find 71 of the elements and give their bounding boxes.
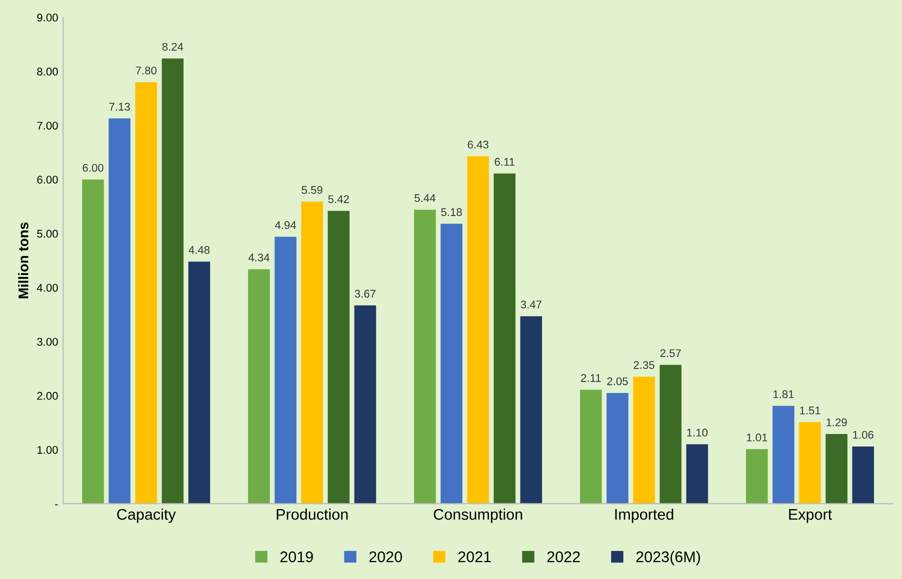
bar bbox=[686, 444, 708, 504]
y-tick-label: - bbox=[55, 504, 58, 506]
legend-label: 2023(6M) bbox=[636, 551, 700, 566]
data-label: 5.42 bbox=[328, 195, 349, 204]
x-tick-label: Imported bbox=[615, 508, 674, 523]
bar bbox=[852, 446, 874, 504]
data-label: 4.94 bbox=[274, 221, 296, 230]
bar bbox=[826, 434, 848, 504]
bar bbox=[494, 174, 516, 504]
data-label: 2.57 bbox=[660, 349, 681, 358]
bar bbox=[188, 262, 210, 504]
bar bbox=[414, 210, 436, 504]
bar bbox=[799, 422, 821, 504]
legend-label: 2020 bbox=[369, 551, 402, 562]
bar bbox=[354, 305, 376, 504]
bar bbox=[633, 376, 655, 504]
y-tick-label: 5.00 bbox=[37, 230, 58, 238]
data-label: 1.51 bbox=[800, 406, 820, 414]
bar bbox=[660, 364, 682, 504]
data-label: 5.59 bbox=[302, 186, 322, 194]
x-tick-label: Capacity bbox=[117, 508, 176, 523]
data-label: 1.01 bbox=[746, 434, 768, 442]
y-tick-label: 2.00 bbox=[37, 392, 58, 400]
bar bbox=[520, 316, 542, 504]
bar bbox=[580, 390, 602, 504]
bar bbox=[606, 392, 628, 504]
legend-label: 2021 bbox=[458, 551, 491, 562]
bar bbox=[162, 58, 184, 504]
bar bbox=[274, 236, 296, 504]
data-label: 8.24 bbox=[162, 42, 184, 51]
data-label: 5.18 bbox=[441, 208, 462, 216]
data-label: 6.00 bbox=[82, 164, 104, 172]
y-tick-label: 7.00 bbox=[37, 122, 58, 130]
data-label: 6.11 bbox=[494, 158, 514, 166]
y-axis-title: Million tons bbox=[18, 222, 28, 298]
bar bbox=[746, 449, 768, 504]
data-label: 6.43 bbox=[468, 140, 488, 148]
y-tick-label: 6.00 bbox=[37, 176, 58, 184]
x-tick-label: Production bbox=[276, 508, 348, 520]
data-label: 2.35 bbox=[634, 361, 654, 369]
y-tick-label: 1.00 bbox=[38, 446, 58, 454]
bar bbox=[328, 210, 350, 504]
bar bbox=[108, 118, 130, 504]
bar bbox=[135, 82, 158, 504]
y-tick-label: 9.00 bbox=[37, 14, 58, 22]
data-label: 2.05 bbox=[607, 377, 628, 386]
data-label: 1.81 bbox=[773, 390, 794, 398]
y-tick-label: 8.00 bbox=[37, 68, 58, 76]
data-label: 7.80 bbox=[136, 66, 157, 74]
bar bbox=[772, 406, 794, 504]
legend-label: 2022 bbox=[547, 551, 580, 562]
data-label: 5.44 bbox=[414, 194, 436, 202]
data-label: 4.48 bbox=[188, 246, 210, 254]
bar bbox=[82, 179, 104, 504]
data-label: 2.11 bbox=[581, 374, 601, 382]
bar bbox=[248, 269, 270, 504]
data-label: 4.34 bbox=[248, 254, 270, 262]
y-tick-label: 3.00 bbox=[37, 338, 58, 346]
bar bbox=[301, 202, 323, 504]
data-label: 3.67 bbox=[354, 290, 376, 298]
legend-label: 2019 bbox=[280, 551, 313, 562]
bar bbox=[440, 224, 462, 504]
bar bbox=[467, 156, 489, 504]
data-label: 3.47 bbox=[520, 300, 542, 308]
x-tick-label: Export bbox=[789, 509, 832, 523]
data-label: 1.10 bbox=[687, 428, 708, 437]
data-label: 1.06 bbox=[853, 430, 874, 439]
y-tick-label: 4.00 bbox=[36, 284, 58, 292]
x-tick-label: Consumption bbox=[434, 508, 522, 523]
data-label: 7.13 bbox=[109, 102, 130, 111]
data-label: 1.29 bbox=[826, 418, 847, 426]
